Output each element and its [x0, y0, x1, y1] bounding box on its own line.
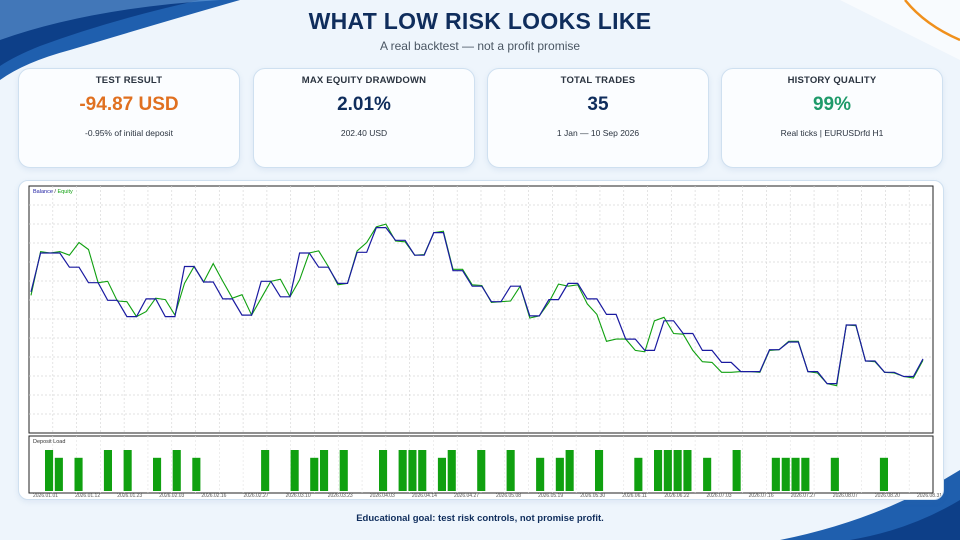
- deposit-load-bar: [771, 457, 780, 491]
- deposit-load-bar: [555, 457, 564, 491]
- chart-legend: Balance / Equity: [33, 189, 73, 195]
- stat-card-history-quality: HISTORY QUALITY 99% Real ticks | EURUSDr…: [721, 68, 943, 168]
- stat-subtext: -0.95% of initial deposit: [85, 128, 173, 138]
- stat-value: 99%: [812, 94, 852, 115]
- x-axis-tick-label: 2026.01.12: [75, 493, 100, 499]
- page-subtitle: A real backtest — not a profit promise: [379, 39, 581, 53]
- stat-card-test-result: TEST RESULT -94.87 USD -0.95% of initial…: [18, 68, 240, 168]
- deposit-load-bar: [634, 457, 643, 491]
- footer-note: Educational goal: test risk controls, no…: [356, 513, 604, 524]
- x-axis-tick-label: 2026.07.16: [749, 493, 774, 499]
- deposit-load-bar: [506, 450, 515, 491]
- x-axis-tick-label: 2026.04.03: [370, 493, 395, 499]
- x-axis-tick-label: 2026.05.08: [496, 493, 521, 499]
- x-axis-tick-label: 2026.02.03: [159, 493, 184, 499]
- deposit-load-bar: [791, 457, 800, 491]
- stat-card-total-trades: TOTAL TRADES 35 1 Jan — 10 Sep 2026: [487, 68, 709, 168]
- x-axis-tick-label: 2026.05.19: [538, 493, 563, 499]
- balance-line: [30, 227, 924, 385]
- stat-subtext: 1 Jan — 10 Sep 2026: [556, 128, 640, 138]
- x-axis-tick-label: 2026.07.27: [791, 493, 816, 499]
- deposit-load-bar: [683, 450, 692, 491]
- x-axis-tick-label: 2026.03.10: [286, 493, 311, 499]
- x-axis-tick-label: 2026.02.16: [201, 493, 226, 499]
- deposit-load-bar: [801, 457, 810, 491]
- deposit-load-bar: [418, 450, 427, 491]
- deposit-load-bar: [437, 457, 446, 491]
- deposit-load-bar: [320, 450, 329, 491]
- stat-value: 35: [587, 94, 609, 115]
- x-axis-tick-label: 2026.08.07: [833, 493, 858, 499]
- stat-subtext: Real ticks | EURUSDrfd H1: [780, 128, 884, 138]
- deposit-load-bar: [477, 450, 486, 491]
- page-title: WHAT LOW RISK LOOKS LIKE: [308, 8, 652, 34]
- deposit-load-bar: [123, 450, 132, 491]
- deposit-load-bar: [654, 450, 663, 491]
- x-axis-tick-label: 2026.08.20: [875, 493, 900, 499]
- deposit-load-bar: [447, 450, 456, 491]
- stat-label: TOTAL TRADES: [560, 75, 636, 86]
- stat-value: -94.87 USD: [79, 94, 179, 115]
- stat-label: MAX EQUITY DRAWDOWN: [301, 75, 427, 86]
- stat-card-max-drawdown: MAX EQUITY DRAWDOWN 2.01% 202.40 USD: [253, 68, 475, 168]
- x-axis-tick-label: 2026.04.14: [412, 493, 437, 499]
- deposit-load-bar: [732, 450, 741, 491]
- backtest-chart-panel: Balance / Equity Deposit Load 2026.01.01 20…: [18, 180, 944, 500]
- stat-label: HISTORY QUALITY: [787, 75, 877, 86]
- deposit-load-bar: [339, 450, 348, 491]
- deposit-load-bar: [103, 450, 112, 491]
- deposit-load-bar: [379, 450, 388, 491]
- deposit-load-bar: [879, 457, 888, 491]
- x-axis-tick-label: 2026.06.11: [622, 493, 647, 499]
- deposit-load-bar: [703, 457, 712, 491]
- deposit-load-bar: [290, 450, 299, 491]
- deposit-load-bar: [595, 450, 604, 491]
- x-axis-tick-label: 2026.01.01: [33, 493, 58, 499]
- deposit-load-bar: [830, 457, 839, 491]
- x-axis-tick-label: 2026.04.27: [454, 493, 479, 499]
- stat-subtext: 202.40 USD: [340, 128, 388, 138]
- x-axis-tick-label: 2026.05.30: [580, 493, 605, 499]
- deposit-load-bar: [565, 450, 574, 491]
- deposit-load-bar: [673, 450, 682, 491]
- x-axis-tick-label: 2026.02.27: [244, 493, 269, 499]
- x-axis-tick-label: 2026.08.31: [917, 493, 942, 499]
- x-axis-tick-label: 2026.03.23: [328, 493, 353, 499]
- deposit-load-bar: [192, 457, 201, 491]
- x-axis-tick-label: 2026.07.03: [707, 493, 732, 499]
- deposit-load-bar: [310, 457, 319, 491]
- deposit-load-bar: [408, 450, 417, 491]
- backtest-chart: Balance / Equity Deposit Load 2026.01.01 20…: [28, 185, 942, 499]
- x-axis-tick-label: 2026.06.22: [664, 493, 689, 499]
- deposit-load-bar: [781, 457, 790, 491]
- deposit-load-bar: [74, 457, 83, 491]
- deposit-load-bar: [54, 457, 63, 491]
- stat-label: TEST RESULT: [95, 75, 163, 86]
- header: WHAT LOW RISK LOOKS LIKE A real backtest…: [0, 8, 960, 53]
- stat-value: 2.01%: [337, 94, 391, 115]
- deposit-load-label: Deposit Load: [33, 439, 65, 445]
- deposit-load-bar: [153, 457, 162, 491]
- deposit-load-bar: [536, 457, 545, 491]
- deposit-load-bar: [398, 450, 407, 491]
- deposit-load-bar: [261, 450, 270, 491]
- deposit-load-bar: [663, 450, 672, 491]
- deposit-load-bar: [172, 450, 181, 491]
- deposit-load-bar: [45, 450, 54, 491]
- x-axis-tick-label: 2026.01.23: [117, 493, 142, 499]
